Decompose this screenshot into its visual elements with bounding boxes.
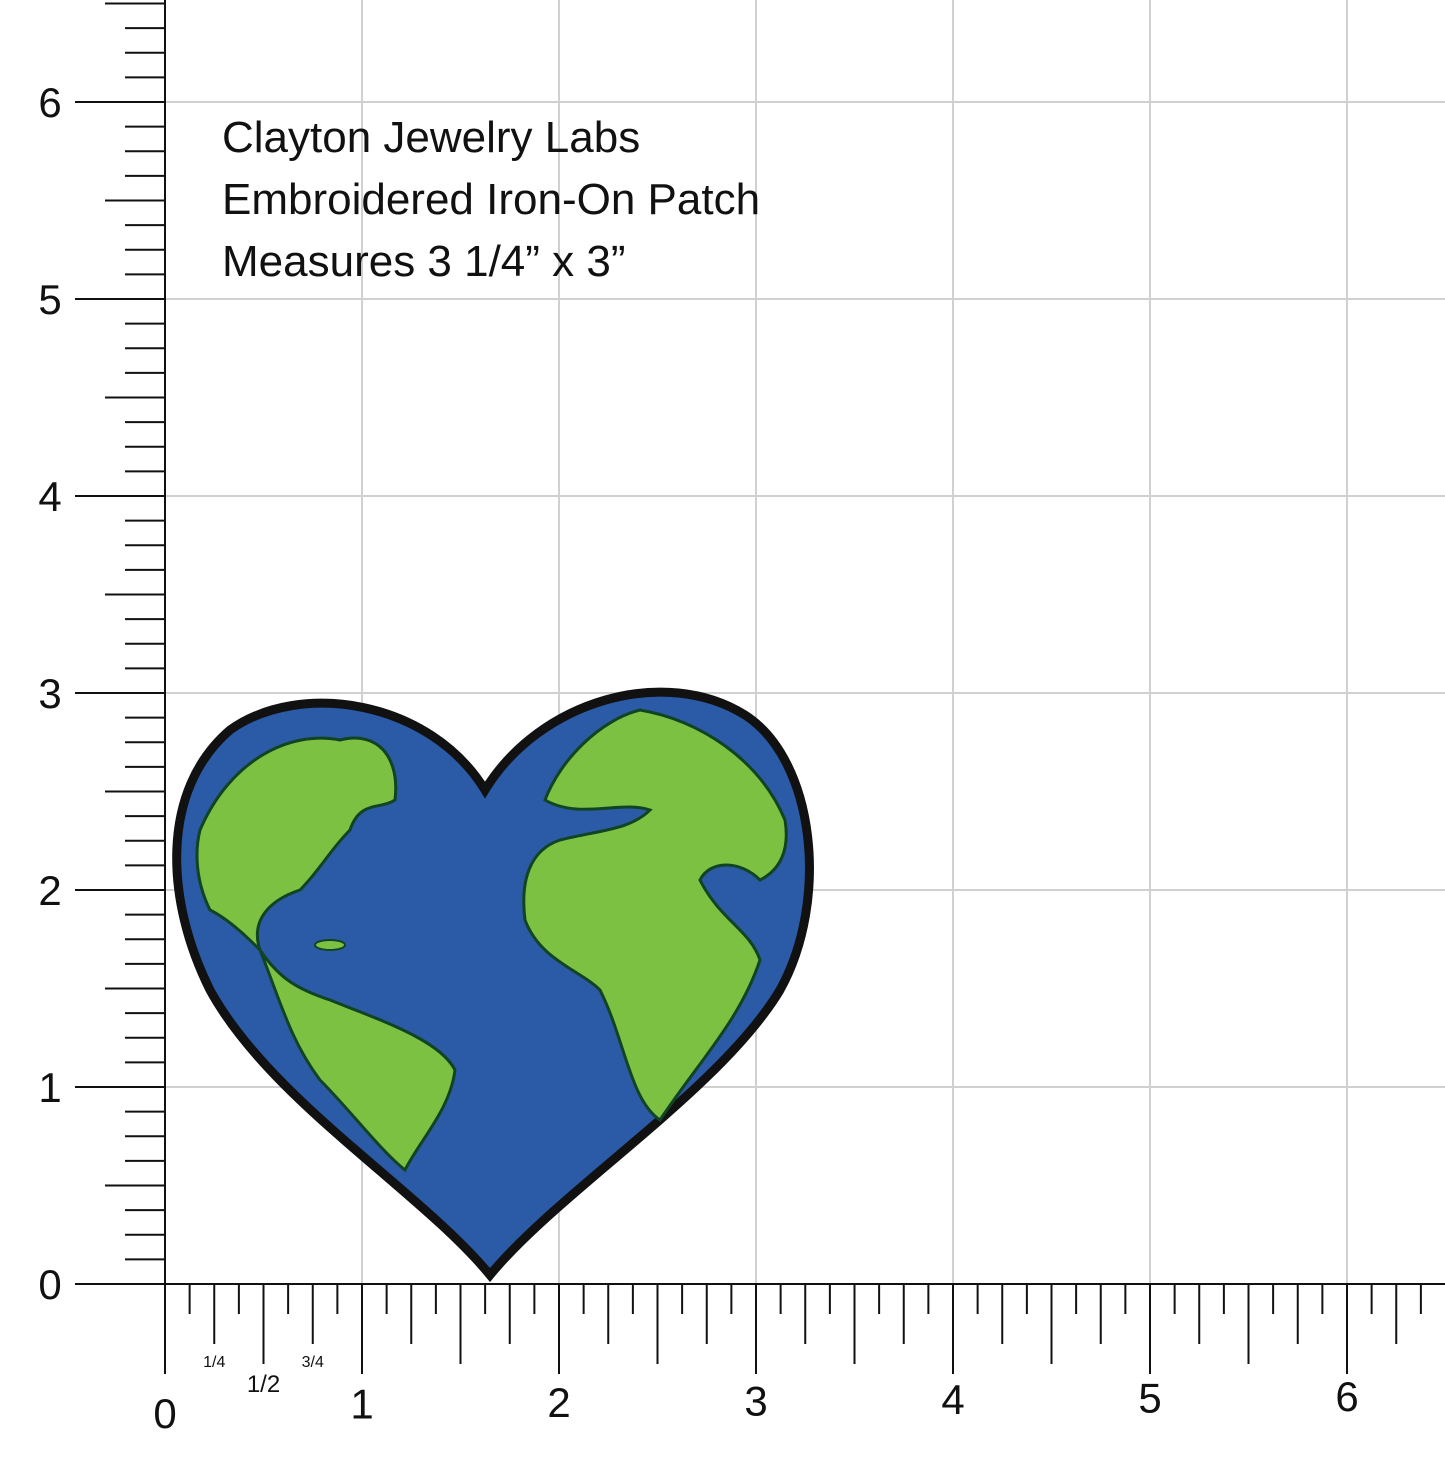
horizontal-label: 4 — [941, 1376, 964, 1423]
grid — [165, 0, 1445, 1284]
vertical-label: 1 — [38, 1064, 61, 1111]
horizontal-label: 0 — [153, 1390, 176, 1437]
horizontal-label: 5 — [1138, 1375, 1161, 1422]
vertical-label: 3 — [38, 670, 61, 717]
vertical-label: 6 — [38, 79, 61, 126]
north-america — [195, 736, 398, 952]
caption: Clayton Jewelry Labs Embroidered Iron-On… — [222, 113, 760, 286]
fraction-label: 1/2 — [247, 1371, 280, 1398]
south-america — [258, 949, 457, 1173]
vertical-label: 0 — [38, 1261, 61, 1308]
europe-africa — [522, 708, 788, 1123]
caption-line: Clayton Jewelry Labs — [222, 113, 640, 162]
vertical-label: 4 — [38, 473, 61, 520]
horizontal-label: 6 — [1335, 1373, 1358, 1420]
fraction-label: 3/4 — [302, 1354, 324, 1371]
caption-line: Embroidered Iron-On Patch — [222, 175, 760, 224]
caption-line: Measures 3 1/4” x 3” — [222, 237, 626, 286]
ruler: 0 1 2 3 4 5 6 0 1 2 3 4 5 6 1/4 1/2 3/4 — [38, 0, 1445, 1437]
heart-patch — [172, 687, 814, 1283]
fraction-label: 1/4 — [203, 1354, 225, 1371]
horizontal-label: 3 — [744, 1378, 767, 1425]
horizontal-label: 1 — [350, 1381, 373, 1428]
vertical-label: 2 — [38, 867, 61, 914]
horizontal-label: 2 — [547, 1379, 570, 1426]
vertical-label: 5 — [38, 276, 61, 323]
island — [314, 939, 346, 951]
